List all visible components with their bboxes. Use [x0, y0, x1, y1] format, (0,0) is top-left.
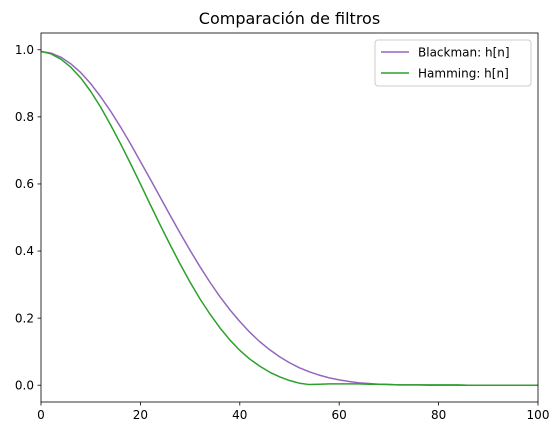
legend: Blackman: h[n] Hamming: h[n]: [374, 39, 532, 87]
legend-label: Blackman: h[n]: [418, 46, 510, 60]
plot-area: [41, 33, 538, 402]
axes-layer: 0 20 40 60 80 100 0.0 0.2 0.4 0.6 0.8 1.0: [15, 32, 550, 422]
series-layer: [41, 50, 538, 386]
y-tick-label: 0.6: [15, 177, 34, 191]
y-tick-label: 0.0: [15, 378, 34, 392]
y-tick-label: 1.0: [15, 43, 34, 57]
axes-frame: [40, 32, 539, 403]
plot-background: [41, 33, 538, 402]
y-tick-label: 0.8: [15, 110, 34, 124]
series-line-2: [41, 50, 538, 386]
x-tick-label: 0: [37, 408, 45, 422]
y-tick-label: 0.4: [15, 244, 34, 258]
x-tick-label: 20: [133, 408, 148, 422]
legend-label: Hamming: h[n]: [418, 67, 509, 81]
x-tick-label: 100: [527, 408, 550, 422]
y-tick-label: 0.2: [15, 311, 34, 325]
x-tick-label: 40: [232, 408, 247, 422]
legend-box: [374, 39, 532, 87]
x-tick-label: 60: [332, 408, 347, 422]
chart-title: Comparación de filtros: [199, 9, 380, 28]
x-tick-label: 80: [431, 408, 446, 422]
